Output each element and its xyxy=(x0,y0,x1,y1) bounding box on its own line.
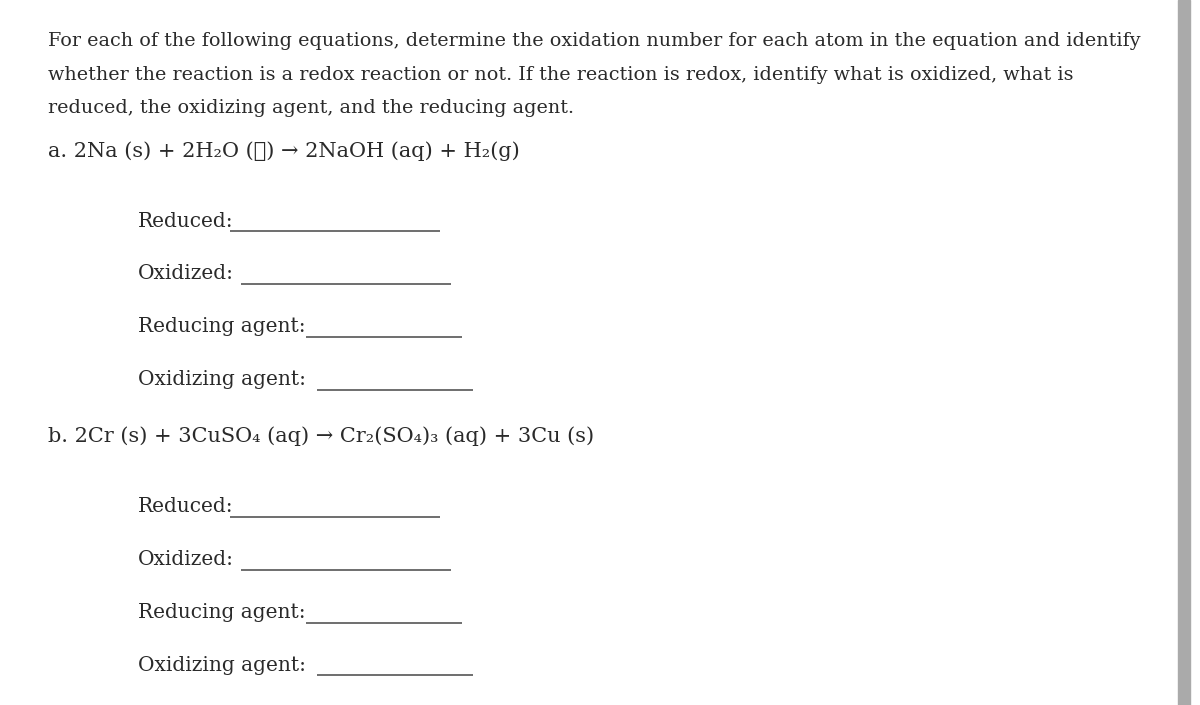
Text: Oxidizing agent:: Oxidizing agent: xyxy=(138,656,306,675)
Text: Oxidized:: Oxidized: xyxy=(138,550,234,569)
Text: whether the reaction is a redox reaction or not. If the reaction is redox, ident: whether the reaction is a redox reaction… xyxy=(48,66,1074,84)
Text: Reduced:: Reduced: xyxy=(138,212,234,231)
Text: For each of the following equations, determine the oxidation number for each ato: For each of the following equations, det… xyxy=(48,32,1140,50)
Bar xyxy=(1178,0,1190,705)
Text: Reducing agent:: Reducing agent: xyxy=(138,603,306,622)
Text: a. 2Na (s) + 2H₂O (ℓ) → 2NaOH (aq) + H₂(g): a. 2Na (s) + 2H₂O (ℓ) → 2NaOH (aq) + H₂(… xyxy=(48,141,520,161)
Text: reduced, the oxidizing agent, and the reducing agent.: reduced, the oxidizing agent, and the re… xyxy=(48,99,574,118)
Text: b. 2Cr (s) + 3CuSO₄ (aq) → Cr₂(SO₄)₃ (aq) + 3Cu (s): b. 2Cr (s) + 3CuSO₄ (aq) → Cr₂(SO₄)₃ (aq… xyxy=(48,427,594,446)
Text: Reducing agent:: Reducing agent: xyxy=(138,317,306,336)
Text: Oxidizing agent:: Oxidizing agent: xyxy=(138,370,306,389)
Text: Reduced:: Reduced: xyxy=(138,497,234,516)
Text: Oxidized:: Oxidized: xyxy=(138,264,234,283)
